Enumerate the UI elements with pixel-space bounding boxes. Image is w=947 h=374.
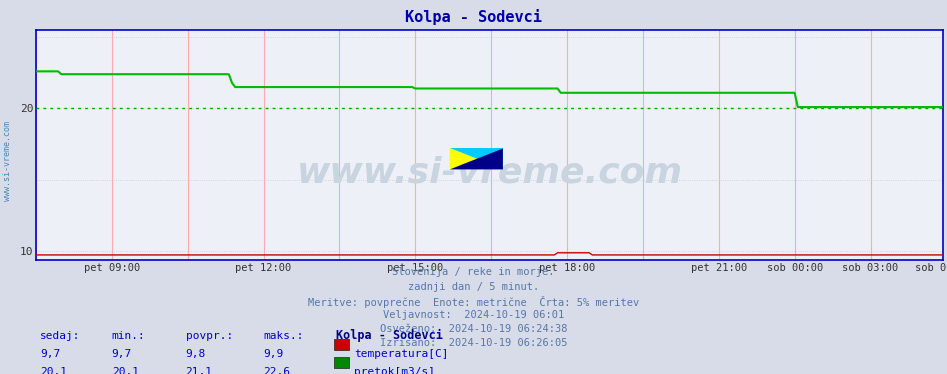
Text: Izrisano:  2024-10-19 06:26:05: Izrisano: 2024-10-19 06:26:05 — [380, 338, 567, 349]
Text: temperatura[C]: temperatura[C] — [354, 349, 449, 359]
Text: sedaj:: sedaj: — [40, 331, 80, 341]
Text: povpr.:: povpr.: — [186, 331, 233, 341]
Text: Osveženo:  2024-10-19 06:24:38: Osveženo: 2024-10-19 06:24:38 — [380, 324, 567, 334]
Text: Kolpa - Sodevci: Kolpa - Sodevci — [336, 329, 443, 342]
Text: Meritve: povprečne  Enote: metrične  Črta: 5% meritev: Meritve: povprečne Enote: metrične Črta:… — [308, 296, 639, 308]
Text: 9,9: 9,9 — [263, 349, 283, 359]
Text: Veljavnost:  2024-10-19 06:01: Veljavnost: 2024-10-19 06:01 — [383, 310, 564, 320]
Text: www.si-vreme.com: www.si-vreme.com — [3, 121, 12, 201]
Text: 9,7: 9,7 — [112, 349, 132, 359]
Text: 9,8: 9,8 — [186, 349, 205, 359]
Text: pretok[m3/s]: pretok[m3/s] — [354, 367, 436, 374]
Text: 9,7: 9,7 — [40, 349, 60, 359]
Text: 20,1: 20,1 — [112, 367, 139, 374]
Text: www.si-vreme.com: www.si-vreme.com — [296, 156, 683, 190]
Text: 22,6: 22,6 — [263, 367, 291, 374]
Text: zadnji dan / 5 minut.: zadnji dan / 5 minut. — [408, 282, 539, 292]
Text: 20,1: 20,1 — [40, 367, 67, 374]
Text: min.:: min.: — [112, 331, 146, 341]
Text: Kolpa - Sodevci: Kolpa - Sodevci — [405, 9, 542, 25]
Text: maks.:: maks.: — [263, 331, 304, 341]
Text: 21,1: 21,1 — [186, 367, 213, 374]
Text: Slovenija / reke in morje.: Slovenija / reke in morje. — [392, 267, 555, 278]
